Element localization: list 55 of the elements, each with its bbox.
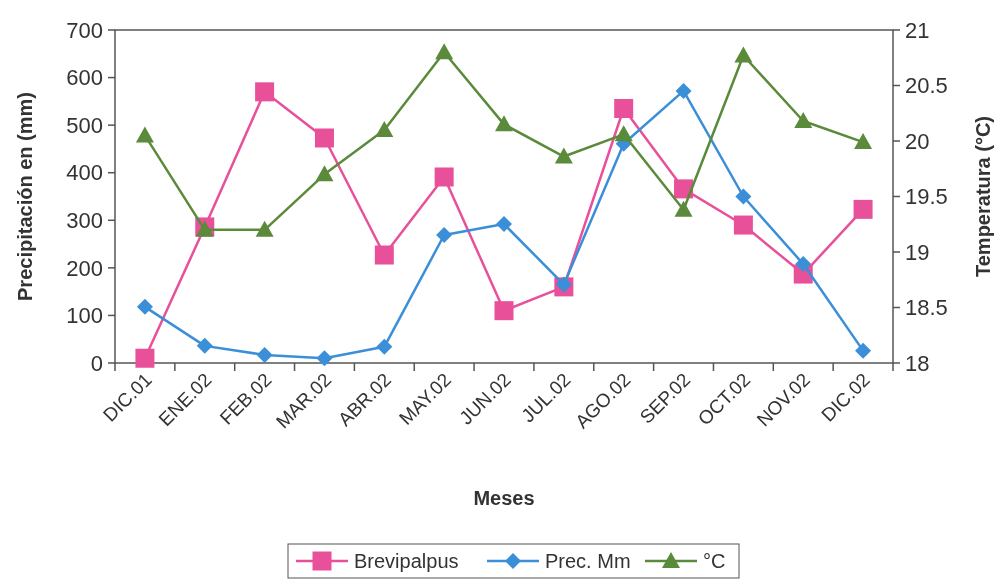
point [495, 115, 513, 132]
legend-label: °C [703, 550, 726, 572]
y2-tick-label: 20.5 [905, 73, 948, 99]
point [555, 276, 572, 293]
point [135, 126, 154, 143]
point [675, 82, 692, 99]
y2-tick-label: 19.5 [905, 184, 948, 210]
point [136, 298, 153, 315]
point [733, 215, 753, 235]
point [795, 256, 812, 273]
y-tick-label: 0 [90, 350, 103, 376]
point [436, 227, 453, 244]
point [494, 301, 514, 321]
y-tick-label: 400 [66, 160, 103, 186]
y2-tick-label: 18.5 [905, 295, 948, 321]
point [674, 179, 694, 199]
y-tick-label: 300 [66, 207, 103, 233]
point [854, 133, 873, 150]
point [314, 128, 334, 148]
y-tick-label: 600 [66, 65, 103, 91]
point [853, 199, 873, 219]
y-tick-label: 500 [66, 112, 103, 138]
point [196, 337, 213, 354]
y-axis-title: Precipitación en (mm) [14, 92, 36, 301]
y2-tick-label: 20 [905, 128, 930, 154]
point [794, 112, 813, 129]
point [316, 350, 333, 367]
point [315, 165, 334, 182]
point [554, 147, 573, 164]
point [496, 216, 512, 233]
y-tick-label: 700 [66, 17, 103, 43]
point [255, 220, 274, 237]
point [255, 82, 275, 102]
y2-tick-label: 18 [905, 350, 930, 376]
y2-tick-label: 19 [905, 239, 930, 265]
point [614, 125, 633, 142]
point [375, 120, 394, 137]
y2-tick-label: 21 [905, 17, 930, 43]
y2-axis-title: Temperatura (°C) [972, 116, 994, 277]
point [855, 342, 872, 359]
x-axis-title: Meses [473, 487, 535, 509]
point [435, 43, 454, 60]
legend-label: Brevipalpus [354, 550, 459, 572]
point [674, 200, 693, 217]
point [374, 245, 394, 265]
legend-label: Prec. Mm [545, 550, 631, 572]
y-tick-label: 100 [66, 303, 103, 329]
point [734, 46, 753, 63]
point [735, 188, 752, 205]
point [135, 348, 155, 368]
point [614, 98, 634, 118]
point [256, 346, 273, 363]
y-tick-label: 200 [66, 255, 103, 281]
point [434, 167, 454, 187]
point [376, 338, 393, 355]
